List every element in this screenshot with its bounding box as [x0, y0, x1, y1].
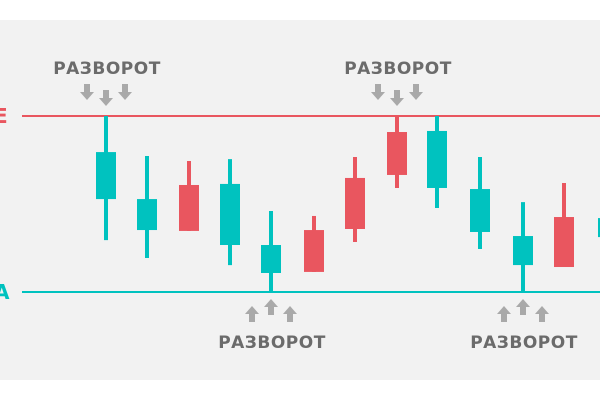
arrow-up-icon — [497, 306, 511, 322]
arrow-up-icon — [535, 306, 549, 322]
reversal-label: РАЗВОРОТ — [470, 333, 578, 353]
reversal-marker: РАЗВОРОТ — [218, 299, 326, 353]
candle — [513, 202, 533, 292]
candle-body — [261, 245, 281, 273]
candle-body — [427, 130, 447, 188]
candle — [387, 116, 407, 188]
arrow-up-icon — [283, 306, 297, 322]
arrow-down-icon — [409, 84, 423, 100]
candle-body — [387, 132, 407, 175]
reversal-marker: РАЗВОРОТ — [470, 299, 578, 353]
reversal-label: РАЗВОРОТ — [218, 333, 326, 353]
candle-body — [470, 189, 490, 232]
candle — [345, 157, 365, 243]
diagram-background — [0, 20, 600, 380]
arrow-down-icon — [118, 84, 132, 100]
candle — [96, 116, 116, 241]
candle-body — [96, 152, 116, 200]
arrow-up-icon — [264, 299, 278, 315]
reversal-marker: РАЗВОРОТ — [53, 59, 161, 106]
arrow-up-icon — [245, 306, 259, 322]
candle-body — [513, 236, 533, 266]
candle — [137, 155, 157, 259]
candle — [304, 215, 324, 272]
arrow-down-icon — [390, 90, 404, 106]
support-edge-letter: A — [0, 280, 10, 304]
reversal-label: РАЗВОРОТ — [344, 59, 452, 79]
reversal-label: РАЗВОРОТ — [53, 59, 161, 79]
candle — [427, 116, 447, 209]
candle-body — [179, 184, 199, 231]
reversal-marker: РАЗВОРОТ — [344, 59, 452, 106]
candle-body — [554, 217, 574, 268]
arrow-down-icon — [371, 84, 385, 100]
candle-body — [304, 230, 324, 272]
candle-body — [345, 177, 365, 229]
resistance-edge-letter: E — [0, 104, 8, 128]
arrow-down-icon — [80, 84, 94, 100]
candle — [554, 183, 574, 268]
candle — [470, 157, 490, 250]
candle — [261, 211, 281, 292]
arrow-down-icon — [99, 90, 113, 106]
candle — [179, 161, 199, 231]
arrow-up-icon — [516, 299, 530, 315]
candle — [220, 159, 240, 266]
candle-body — [598, 218, 600, 238]
candle-body — [220, 183, 240, 246]
candle-body — [137, 199, 157, 231]
candle — [598, 218, 600, 238]
